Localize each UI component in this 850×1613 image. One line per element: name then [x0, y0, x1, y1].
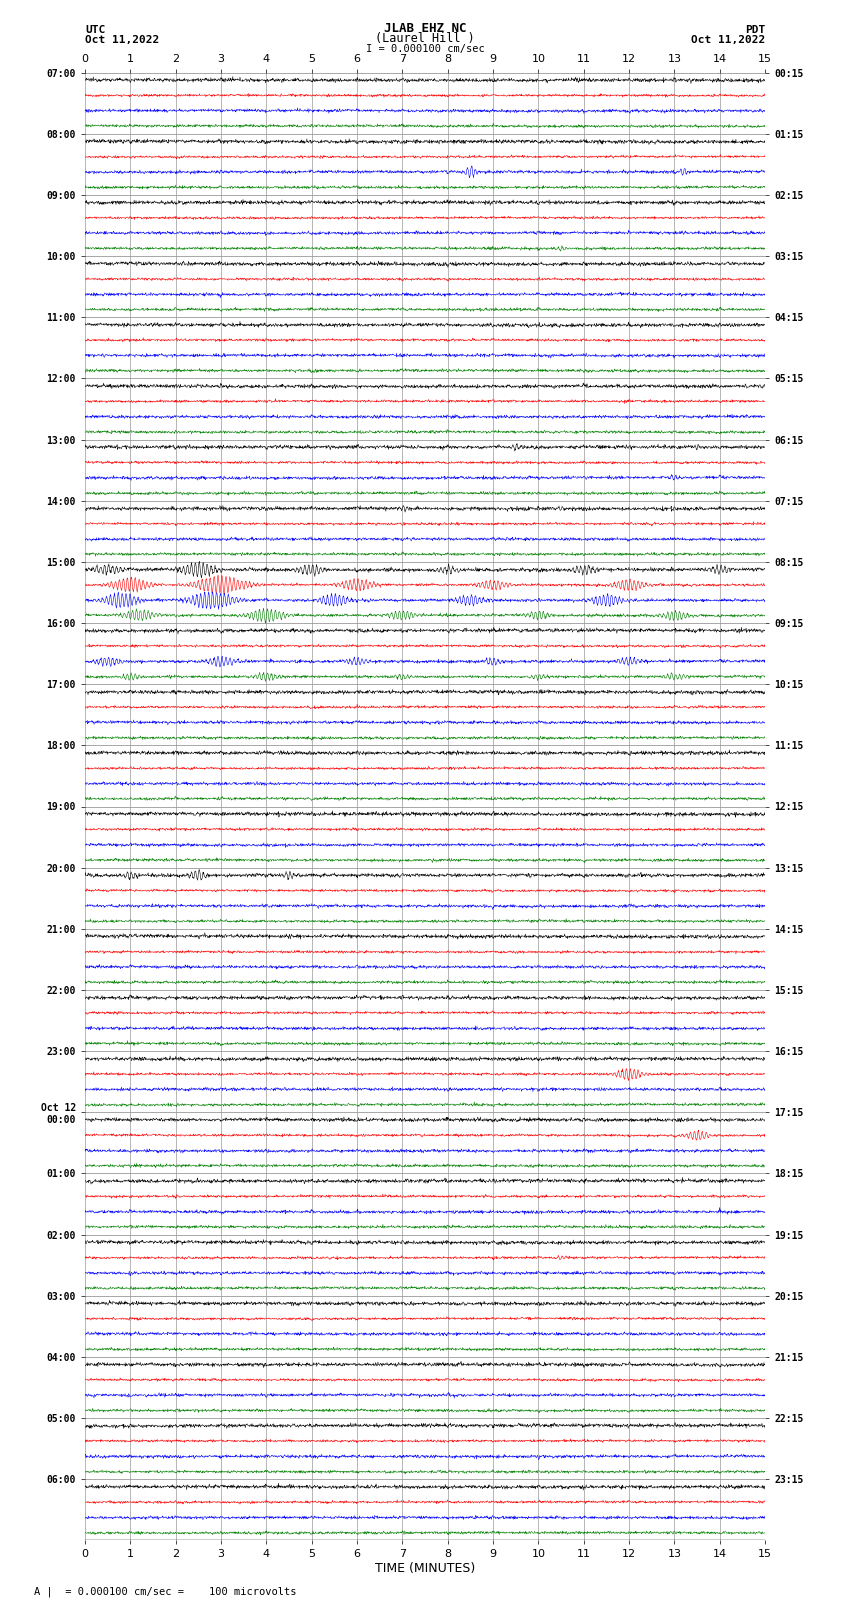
Text: I = 0.000100 cm/sec: I = 0.000100 cm/sec: [366, 44, 484, 53]
Text: Oct 11,2022: Oct 11,2022: [85, 35, 159, 45]
Text: A |  = 0.000100 cm/sec =    100 microvolts: A | = 0.000100 cm/sec = 100 microvolts: [34, 1586, 297, 1597]
Text: UTC: UTC: [85, 24, 105, 35]
X-axis label: TIME (MINUTES): TIME (MINUTES): [375, 1563, 475, 1576]
Text: JLAB EHZ NC: JLAB EHZ NC: [383, 21, 467, 35]
Text: Oct 11,2022: Oct 11,2022: [691, 35, 765, 45]
Text: PDT: PDT: [745, 24, 765, 35]
Text: (Laurel Hill ): (Laurel Hill ): [375, 32, 475, 45]
